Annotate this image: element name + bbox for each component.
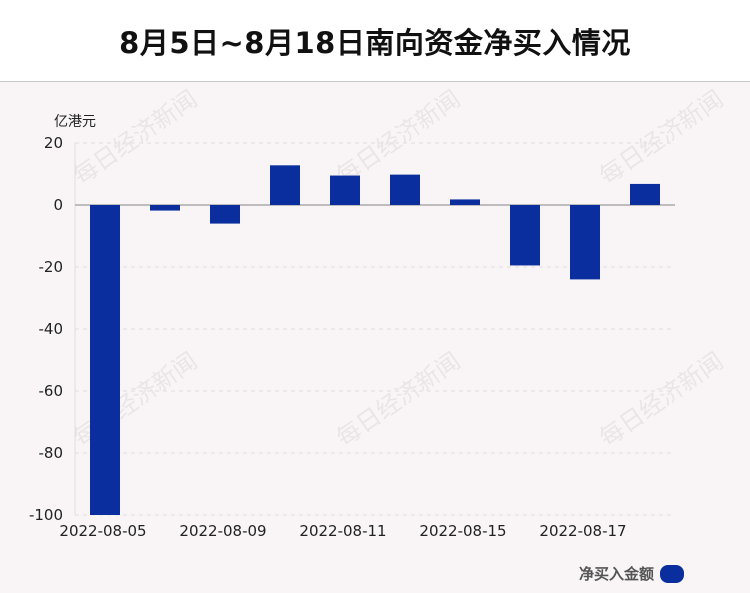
x-tick-label: 2022-08-09 — [179, 522, 266, 540]
y-tick-label: -40 — [39, 320, 64, 338]
bar — [390, 174, 420, 205]
bar — [450, 199, 480, 205]
y-tick-label: -100 — [29, 506, 63, 524]
grid-lines — [75, 142, 675, 516]
header: 8月5日~8月18日南向资金净买入情况 — [0, 0, 750, 82]
bar — [510, 205, 540, 266]
bar — [90, 205, 120, 515]
y-axis-unit-label: 亿港元 — [54, 114, 96, 130]
y-tick-label: -20 — [39, 258, 64, 276]
chart-title: 8月5日~8月18日南向资金净买入情况 — [119, 25, 631, 60]
bar — [330, 175, 360, 205]
y-tick-label: -60 — [39, 382, 64, 400]
legend-swatch — [660, 564, 684, 583]
x-tick-label: 2022-08-11 — [299, 522, 386, 540]
x-tick-label: 2022-08-05 — [59, 522, 146, 540]
bar — [630, 183, 660, 205]
legend: 净买入金额 — [579, 563, 684, 584]
bar — [570, 205, 600, 280]
x-tick-label: 2022-08-15 — [419, 522, 506, 540]
bars — [90, 165, 660, 515]
x-tick-label: 2022-08-17 — [539, 522, 626, 540]
y-tick-label: 20 — [44, 134, 63, 152]
legend-label: 净买入金额 — [578, 565, 654, 583]
bar — [210, 205, 240, 224]
bar — [270, 165, 300, 205]
bar — [150, 205, 180, 211]
y-tick-label: 0 — [53, 196, 63, 214]
y-tick-label: -80 — [39, 444, 64, 462]
